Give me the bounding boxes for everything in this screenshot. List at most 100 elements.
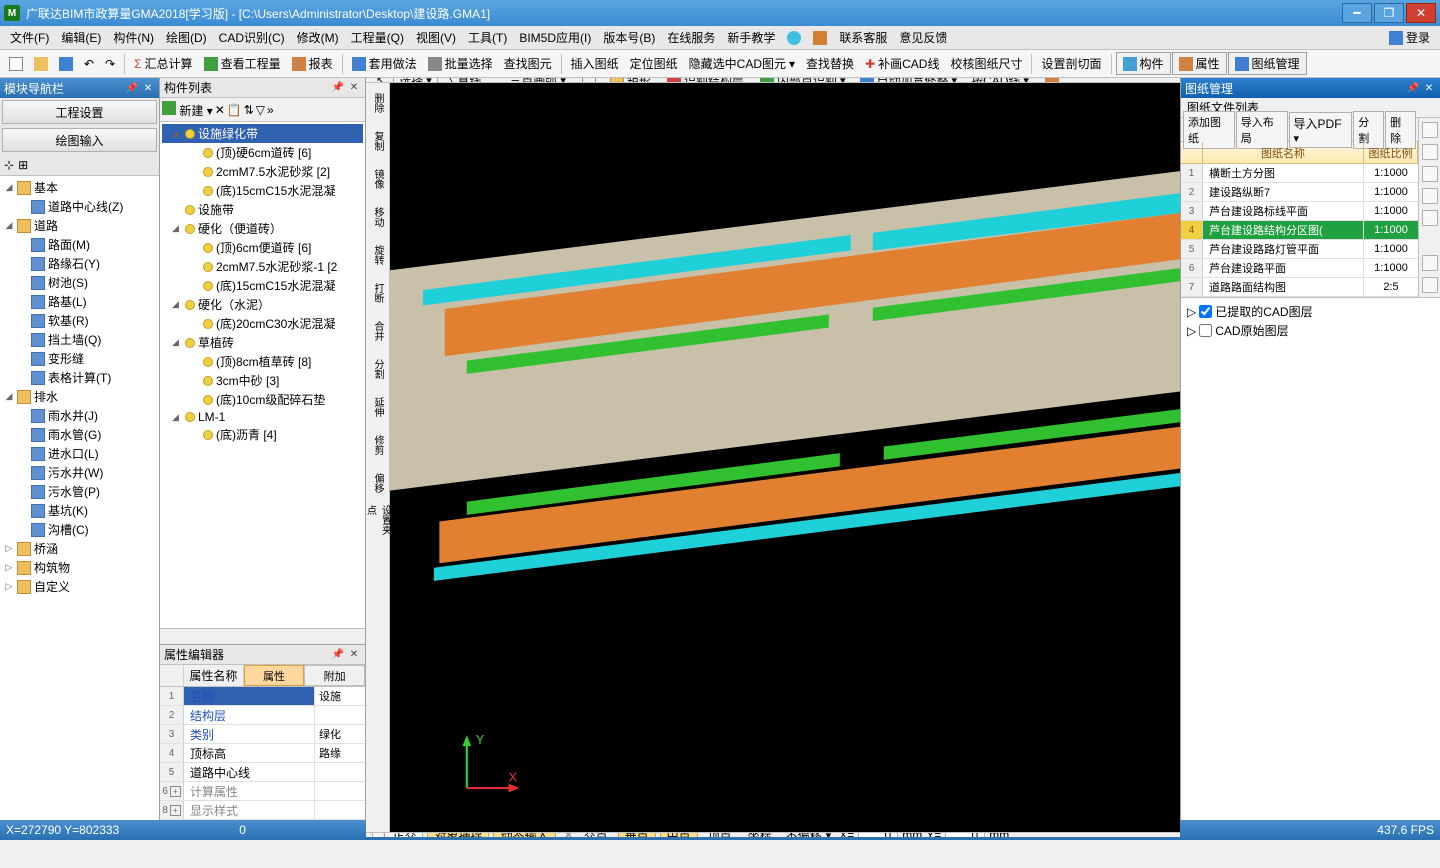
tb-find-element[interactable]: 查找图元 (499, 52, 557, 75)
cb-ortho[interactable]: ⊥ 正交 (372, 832, 423, 837)
nav-section-draw[interactable]: 绘图输入 (2, 128, 157, 152)
prop-pin-icon[interactable]: 📌 (331, 648, 345, 662)
comp-pin-icon[interactable]: 📌 (331, 81, 345, 95)
component-tree-item[interactable]: ◢草植砖 (162, 333, 363, 352)
cb-snap-vertex[interactable]: 顶点 (702, 832, 738, 837)
layer-checkbox[interactable] (1199, 305, 1212, 318)
cb-snap-mid[interactable]: 中点 (660, 832, 698, 837)
nav-tree-item[interactable]: ◢排水 (2, 387, 157, 406)
nav-tree-item[interactable]: 路基(L) (2, 292, 157, 311)
nav-tree-item[interactable]: 沟槽(C) (2, 520, 157, 539)
tb-hide-cad[interactable]: 隐藏选中CAD图元 ▾ (684, 52, 800, 75)
nav-tree-item[interactable]: 进水口(L) (2, 444, 157, 463)
tb-insert-drawing[interactable]: 插入图纸 (566, 52, 624, 75)
menu-version[interactable]: 版本号(B) (597, 27, 661, 48)
tb-locate-drawing[interactable]: 定位图纸 (625, 52, 683, 75)
layer-checkbox[interactable] (1199, 324, 1212, 337)
cb-osnap[interactable]: 对象捕捉 (427, 832, 489, 837)
tb-save[interactable] (54, 54, 78, 74)
snap-cross-icon[interactable]: ✕ (564, 832, 574, 837)
tb-redo[interactable]: ↷ (100, 54, 120, 74)
side-tool-删除[interactable]: 删除 (368, 87, 388, 119)
side-tool-打断[interactable]: 打断 (368, 277, 388, 309)
property-row[interactable]: 2结构层 (160, 706, 365, 725)
property-row[interactable]: 3类别绿化 (160, 725, 365, 744)
component-tree-item[interactable]: (底)15cmC15水泥混凝 (162, 276, 363, 295)
close-button[interactable]: ✕ (1406, 3, 1436, 23)
nav-tool-expand[interactable]: ⊞ (18, 158, 28, 172)
nav-tree-item[interactable]: 路缘石(Y) (2, 254, 157, 273)
cb-x-value[interactable]: 0 (858, 832, 898, 837)
property-row[interactable]: 5道路中心线 (160, 763, 365, 782)
tb-set-section[interactable]: 设置剖切面 (1036, 52, 1106, 75)
comp-filter-icon[interactable]: ▽ (256, 103, 265, 117)
side-tool-设置夹点[interactable]: 设置夹点 (368, 505, 388, 537)
property-row[interactable]: 4顶标高路缘 (160, 744, 365, 763)
rsi-7[interactable] (1422, 277, 1438, 293)
nav-tree-item[interactable]: ◢基本 (2, 178, 157, 197)
tb-batch-select[interactable]: 批量选择 (423, 52, 498, 75)
rsi-6[interactable] (1422, 255, 1438, 271)
component-tree-item[interactable]: 2cmM7.5水泥砂浆-1 [2 (162, 257, 363, 276)
side-tool-移动[interactable]: 移动 (368, 201, 388, 233)
tb-drawing-panel[interactable]: 图纸管理 (1228, 52, 1307, 75)
cb-snap-coord[interactable]: 坐标 (742, 832, 778, 837)
cb-y-value[interactable]: 0 (945, 832, 985, 837)
cb-snap-cross[interactable]: 交点 (578, 832, 614, 837)
tb-apply-method[interactable]: 套用做法 (347, 52, 422, 75)
component-tree-item[interactable]: ◢设施绿化带 (162, 124, 363, 143)
comp-sort-icon[interactable]: ⇅ (244, 103, 254, 117)
tb-find-replace[interactable]: 查找替换 (801, 52, 859, 75)
nav-tree-item[interactable]: 污水井(W) (2, 463, 157, 482)
nav-pin-icon[interactable]: 📌 (125, 81, 139, 95)
comp-new-button[interactable]: 新建 ▾ (162, 101, 213, 119)
nav-tree-item[interactable]: 污水管(P) (2, 482, 157, 501)
drawing-row[interactable]: 2建设路纵断71:1000 (1181, 183, 1418, 202)
drawing-row[interactable]: 6芦台建设路平面1:1000 (1181, 259, 1418, 278)
tb-component-panel[interactable]: 构件 (1116, 52, 1171, 75)
menu-bim5d[interactable]: BIM5D应用(I) (513, 27, 597, 48)
drawing-close-icon[interactable]: ✕ (1422, 81, 1436, 95)
menu-online[interactable]: 在线服务 (661, 27, 721, 48)
menu-edit[interactable]: 编辑(E) (55, 27, 107, 48)
menu-contact[interactable]: 联系客服 (833, 27, 893, 48)
component-tree-item[interactable]: 设施带 (162, 200, 363, 219)
nav-tree-item[interactable]: ▷构筑物 (2, 558, 157, 577)
chat-icon[interactable] (781, 29, 807, 47)
component-tree-item[interactable]: ◢硬化（水泥） (162, 295, 363, 314)
side-tool-偏移[interactable]: 偏移 (368, 467, 388, 499)
component-tree-item[interactable]: (底)15cmC15水泥混凝 (162, 181, 363, 200)
nav-tree-item[interactable]: 道路中心线(Z) (2, 197, 157, 216)
side-tool-复制[interactable]: 复制 (368, 125, 388, 157)
component-tree-item[interactable]: (底)沥青 [4] (162, 425, 363, 444)
property-row[interactable]: 1名称设施 (160, 687, 365, 706)
menu-view[interactable]: 视图(V) (410, 27, 462, 48)
rsi-3[interactable] (1422, 166, 1438, 182)
cb-no-offset[interactable]: 不偏移 (786, 832, 822, 837)
side-tool-旋转[interactable]: 旋转 (368, 239, 388, 271)
tb-view-quantity[interactable]: 查看工程量 (199, 52, 286, 75)
minimize-button[interactable]: ━ (1342, 3, 1372, 23)
nav-tree-item[interactable]: 表格计算(T) (2, 368, 157, 387)
tb-check-size[interactable]: 校核图纸尺寸 (945, 52, 1027, 75)
drawing-canvas[interactable]: Y X (390, 83, 1180, 832)
menu-tools[interactable]: 工具(T) (462, 27, 513, 48)
nav-tree-item[interactable]: ▷桥涵 (2, 539, 157, 558)
maximize-button[interactable]: ❐ (1374, 3, 1404, 23)
cb-dynamic[interactable]: 动态输入 (493, 832, 555, 837)
drawing-row[interactable]: 4芦台建设路结构分区图(1:1000 (1181, 221, 1418, 240)
prop-tab-attr[interactable]: 属性 (244, 665, 305, 686)
login-button[interactable]: 登录 (1383, 27, 1436, 48)
menu-file[interactable]: 文件(F) (4, 27, 55, 48)
rsi-1[interactable] (1422, 122, 1438, 138)
drawing-row[interactable]: 7道路路面结构图2:5 (1181, 278, 1418, 297)
component-tree-item[interactable]: 2cmM7.5水泥砂浆 [2] (162, 162, 363, 181)
tb-undo[interactable]: ↶ (79, 54, 99, 74)
nav-tool-collapse[interactable]: ⊹ (4, 158, 14, 172)
component-tree-item[interactable]: (底)10cm级配碎石垫 (162, 390, 363, 409)
rsi-5[interactable] (1422, 210, 1438, 226)
nav-tree-item[interactable]: 雨水管(G) (2, 425, 157, 444)
drawing-row[interactable]: 1横断土方分图1:1000 (1181, 164, 1418, 183)
menu-tutorial[interactable]: 新手教学 (721, 27, 781, 48)
nav-tree-item[interactable]: 变形缝 (2, 349, 157, 368)
